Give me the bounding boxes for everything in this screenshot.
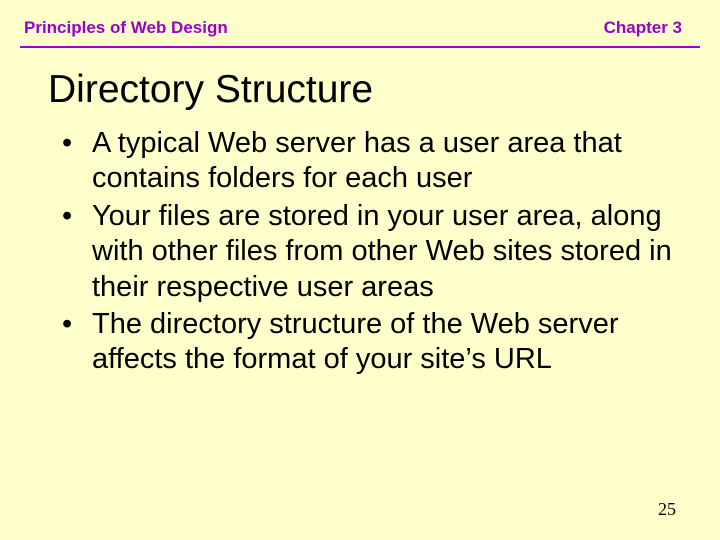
bullet-list: A typical Web server has a user area tha…	[0, 126, 720, 378]
list-item: A typical Web server has a user area tha…	[58, 126, 680, 197]
header-right-text: Chapter 3	[604, 18, 682, 38]
header-left-text: Principles of Web Design	[24, 18, 228, 38]
slide-title: Directory Structure	[0, 48, 720, 126]
page-number: 25	[658, 499, 676, 520]
slide-header: Principles of Web Design Chapter 3	[0, 0, 720, 46]
list-item: Your files are stored in your user area,…	[58, 199, 680, 305]
list-item: The directory structure of the Web serve…	[58, 307, 680, 378]
